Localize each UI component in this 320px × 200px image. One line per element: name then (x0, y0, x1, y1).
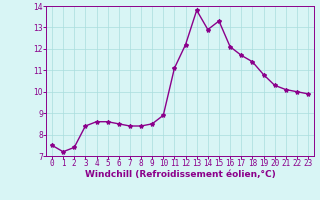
X-axis label: Windchill (Refroidissement éolien,°C): Windchill (Refroidissement éolien,°C) (84, 170, 276, 179)
